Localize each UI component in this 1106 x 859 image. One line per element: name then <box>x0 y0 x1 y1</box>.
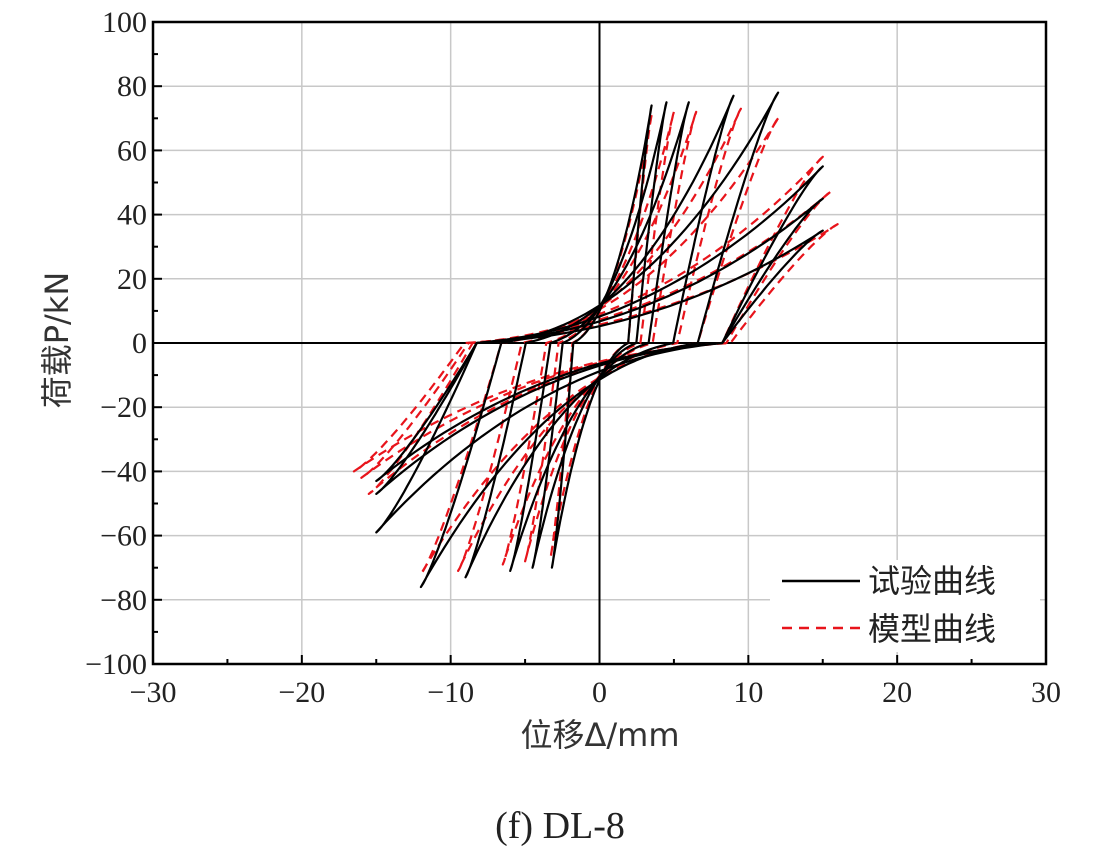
y-tick-label: −80 <box>100 584 147 617</box>
y-tick-label: −20 <box>100 391 147 424</box>
hysteresis-loops <box>352 91 839 589</box>
y-tick-label: 0 <box>132 327 147 360</box>
y-tick-label: −100 <box>85 648 147 681</box>
x-tick-label: 10 <box>733 676 763 709</box>
experiment-loop-5 <box>419 91 780 589</box>
y-tick-labels: −100 −80 −60 −40 −20 0 20 40 60 80 100 <box>85 6 147 681</box>
y-tick-label: −40 <box>100 455 147 488</box>
series-model <box>352 107 839 576</box>
y-tick-label: 40 <box>117 199 147 232</box>
model-loop-7 <box>360 191 832 479</box>
y-tick-label: 60 <box>117 134 147 167</box>
x-tick-label: 30 <box>1031 676 1061 709</box>
zero-axis-lines <box>153 22 1046 664</box>
y-tick-label: 80 <box>117 70 147 103</box>
y-tick-label: 20 <box>117 263 147 296</box>
legend-box <box>770 560 1040 652</box>
x-tick-label: 0 <box>592 676 607 709</box>
y-tick-label: 100 <box>102 6 147 39</box>
experiment-loop-3 <box>509 101 690 572</box>
legend-label-experiment: 试验曲线 <box>868 562 996 600</box>
experiment-loop-4 <box>464 94 735 579</box>
figure-caption: (f) DL-8 <box>495 805 625 847</box>
x-axis-title: 位移Δ/mm <box>520 716 679 754</box>
x-tick-label: 20 <box>882 676 912 709</box>
x-tick-labels: −30 −20 −10 0 10 20 30 <box>130 676 1061 709</box>
axis-ticks <box>152 21 1047 665</box>
x-tick-label: −30 <box>130 676 177 709</box>
legend-label-model: 模型曲线 <box>868 610 996 648</box>
experiment-loop-8 <box>375 229 824 483</box>
experiment-loop-1 <box>550 104 653 569</box>
legend: 试验曲线 模型曲线 <box>770 560 1040 652</box>
experiment-loop-6 <box>375 165 824 534</box>
model-loop-6 <box>367 155 824 495</box>
series-experiment <box>375 91 824 589</box>
x-tick-label: −10 <box>427 676 474 709</box>
experiment-loop-7 <box>375 197 824 495</box>
y-tick-label: −60 <box>100 520 147 553</box>
y-axis-title: 荷载P/kN <box>38 272 76 409</box>
x-tick-label: −20 <box>278 676 325 709</box>
